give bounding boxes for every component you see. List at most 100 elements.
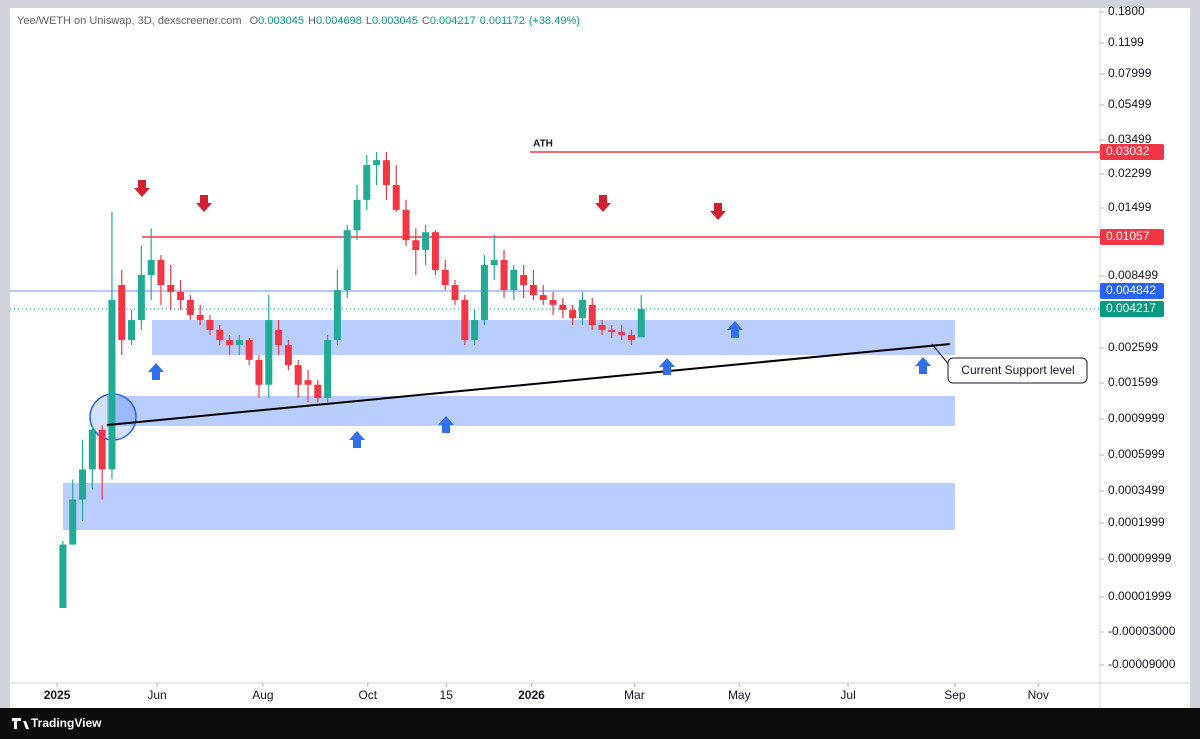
candle-body bbox=[88, 429, 96, 470]
candle-body bbox=[255, 359, 263, 385]
candle-body bbox=[441, 269, 449, 286]
symbol: Yee/WETH on Uniswap, 3D, dexscreener.com bbox=[17, 15, 242, 27]
ohlc-value: 0.003045 bbox=[372, 15, 418, 27]
price-tag-label: 0.01057 bbox=[1106, 229, 1150, 243]
ohlc-value: 0.003045 bbox=[258, 15, 304, 27]
candle-body bbox=[137, 275, 145, 321]
candle-body bbox=[608, 329, 616, 333]
callout-pointer bbox=[931, 343, 951, 367]
candle-body bbox=[559, 304, 567, 310]
x-tick-label: Oct bbox=[358, 688, 377, 702]
up-arrow bbox=[915, 357, 931, 374]
ohlc-label: O bbox=[250, 15, 259, 27]
candle-body bbox=[147, 259, 155, 276]
candle-body bbox=[471, 320, 479, 341]
y-tick-label: 0.0003499 bbox=[1108, 483, 1165, 497]
candle-body bbox=[324, 340, 332, 398]
candle-body bbox=[500, 259, 508, 291]
candle-body bbox=[157, 259, 165, 286]
support-zone bbox=[107, 396, 955, 426]
footer-bar bbox=[0, 708, 1200, 739]
price-tag-label: 0.004217 bbox=[1106, 301, 1156, 315]
candle-body bbox=[235, 340, 243, 346]
callout-text: Current Support level bbox=[961, 363, 1074, 377]
y-tick-label: 0.07999 bbox=[1108, 66, 1152, 80]
candle-body bbox=[431, 232, 439, 270]
candle-body bbox=[412, 240, 420, 250]
candle-body bbox=[353, 199, 361, 231]
candle-body bbox=[520, 275, 528, 286]
x-tick-label: May bbox=[728, 688, 751, 702]
candle-body bbox=[167, 285, 175, 292]
price-tag-label: 0.004842 bbox=[1106, 283, 1156, 297]
y-tick-label: 0.05499 bbox=[1108, 97, 1152, 111]
ohlc-value: 0.004217 bbox=[430, 15, 476, 27]
ohlc-value: 0.004698 bbox=[316, 15, 362, 27]
candle-body bbox=[333, 290, 341, 341]
y-tick-label: 0.00001999 bbox=[1108, 589, 1172, 603]
candle-body bbox=[79, 469, 87, 500]
candle-body bbox=[510, 269, 518, 291]
price-tag bbox=[1100, 301, 1164, 317]
candle-body bbox=[314, 384, 322, 398]
y-tick-label: 0.0001999 bbox=[1108, 515, 1165, 529]
y-tick-label: -0.00009000 bbox=[1108, 657, 1176, 671]
candle-body bbox=[275, 329, 283, 346]
trendline bbox=[106, 343, 951, 426]
down-arrow bbox=[134, 180, 150, 197]
candle-body bbox=[569, 309, 577, 319]
candle-body bbox=[177, 291, 185, 300]
candle-body bbox=[598, 325, 606, 330]
candle-body bbox=[363, 164, 371, 200]
y-tick-label: 0.008499 bbox=[1108, 268, 1158, 282]
price-tag bbox=[1100, 144, 1164, 160]
candle-body bbox=[196, 314, 204, 321]
x-tick-label: Jul bbox=[840, 688, 855, 702]
candle-body bbox=[216, 329, 224, 341]
x-tick-label: Nov bbox=[1028, 688, 1049, 702]
candle-body bbox=[490, 259, 498, 266]
price-tag bbox=[1100, 283, 1164, 299]
candle-body bbox=[578, 299, 586, 319]
candle-body bbox=[588, 304, 596, 326]
candle-body bbox=[128, 320, 136, 341]
footer-brand: TradingView bbox=[31, 716, 102, 730]
candle-body bbox=[637, 309, 645, 338]
candle-body bbox=[392, 185, 400, 210]
candle-body bbox=[549, 299, 557, 305]
candle-body bbox=[59, 544, 67, 608]
candle-body bbox=[206, 320, 214, 330]
candle-body bbox=[627, 334, 635, 341]
y-tick-label: 0.0005999 bbox=[1108, 447, 1165, 461]
x-tick-label: Aug bbox=[252, 688, 273, 702]
ohlc-label: H bbox=[308, 15, 316, 27]
candle-body bbox=[480, 265, 488, 321]
up-arrow bbox=[438, 416, 454, 433]
price-tag bbox=[1100, 229, 1164, 245]
y-tick-label: 0.1800 bbox=[1108, 4, 1145, 18]
price-tag-label: 0.03032 bbox=[1106, 144, 1150, 158]
x-tick-label: 15 bbox=[440, 688, 454, 702]
candle-body bbox=[284, 345, 292, 366]
y-tick-label: 0.02299 bbox=[1108, 166, 1152, 180]
chart-header: Yee/WETH on Uniswap, 3D, dexscreener.com… bbox=[17, 15, 580, 27]
candle-body bbox=[69, 499, 77, 545]
y-tick-label: -0.00003000 bbox=[1108, 624, 1176, 638]
x-tick-label: Mar bbox=[624, 688, 645, 702]
candle-body bbox=[539, 295, 547, 300]
down-arrow bbox=[595, 195, 611, 212]
x-tick-label: 2026 bbox=[518, 688, 545, 702]
candle-body bbox=[226, 340, 234, 346]
candle-body bbox=[461, 299, 469, 341]
candle-body bbox=[529, 285, 537, 296]
change: 0.001172 bbox=[480, 15, 525, 27]
ohlc-label: C bbox=[422, 15, 430, 27]
y-tick-label: 0.001599 bbox=[1108, 375, 1158, 389]
candle-body bbox=[186, 299, 194, 315]
x-tick-label: Sep bbox=[944, 688, 966, 702]
down-arrow bbox=[710, 203, 726, 220]
y-tick-label: 0.002599 bbox=[1108, 340, 1158, 354]
y-tick-label: 0.00009999 bbox=[1108, 551, 1172, 565]
